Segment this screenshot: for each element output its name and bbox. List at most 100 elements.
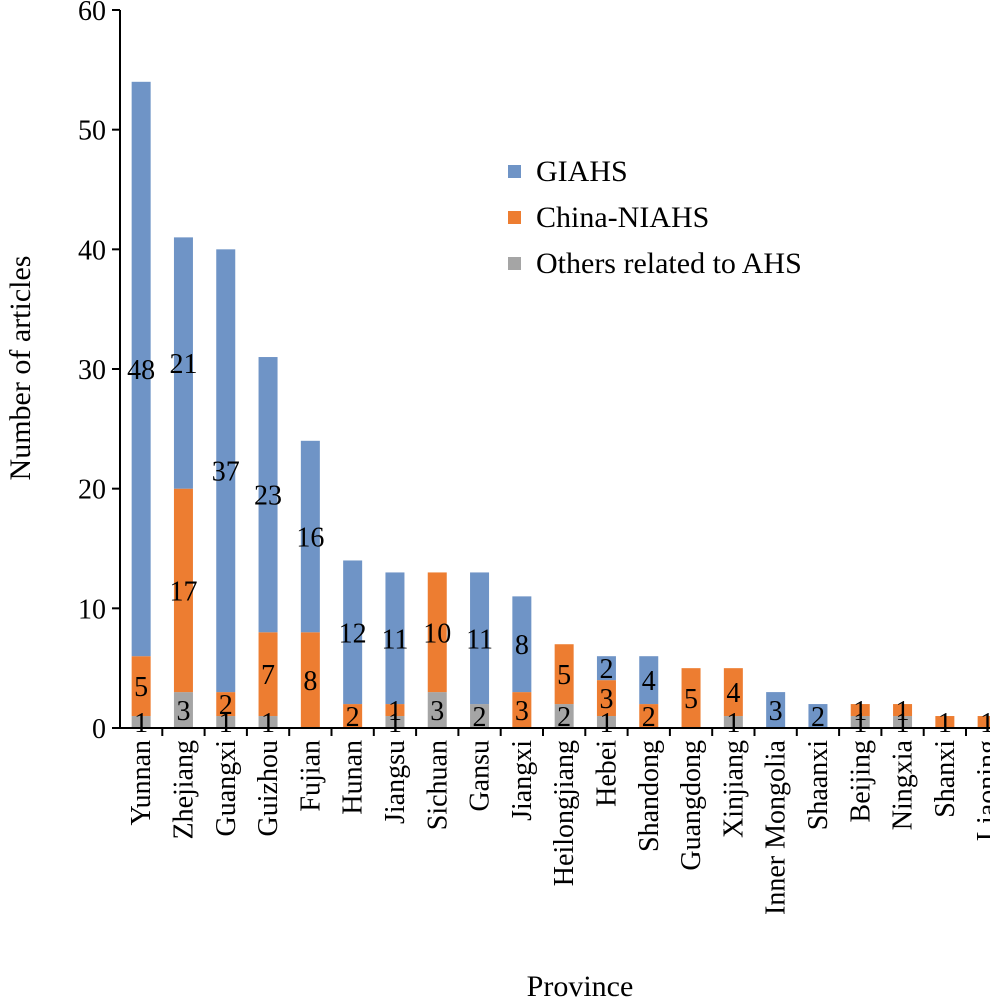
y-tick-label: 50	[78, 116, 106, 147]
legend-label-china-niahs: China-NIAHS	[536, 201, 709, 234]
x-tick-label-zhejiang: Zhejiang	[168, 740, 199, 840]
x-tick-label-liaoning: Liaoning	[972, 740, 990, 841]
x-tick-label-fujian: Fujian	[295, 740, 326, 812]
data-label-guangxi-china-niahs: 2	[219, 690, 233, 721]
data-label-jiangxi-china-niahs: 3	[515, 696, 529, 727]
legend-label-others-related-to-ahs: Others related to AHS	[536, 247, 802, 280]
bar-guizhou-others-related-to-ahs	[258, 716, 278, 728]
x-tick-label-ningxia: Ningxia	[888, 739, 919, 830]
data-label-guizhou-china-niahs: 7	[261, 660, 275, 691]
data-label-beijing-china-niahs: 1	[853, 696, 867, 727]
bar-yunnan-china-niahs	[131, 656, 151, 717]
y-tick-label: 30	[78, 355, 106, 386]
legend-swatch-others-related-to-ahs	[508, 257, 521, 270]
bar-guangxi-others-related-to-ahs	[216, 716, 236, 728]
data-label-sichuan-others-related-to-ahs: 3	[430, 696, 444, 727]
data-label-liaoning-china-niahs: 1	[980, 708, 990, 739]
legend-swatch-giahs	[508, 165, 521, 178]
data-label-yunnan-others-related-to-ahs: 1	[134, 708, 148, 739]
bar-ningxia-china-niahs	[893, 704, 913, 717]
data-label-hebei-china-niahs: 3	[599, 684, 613, 715]
data-label-jiangsu-giahs: 11	[381, 624, 408, 655]
bar-gansu-others-related-to-ahs	[470, 704, 490, 728]
bar-yunnan-others-related-to-ahs	[131, 716, 151, 728]
data-label-xinjiang-china-niahs: 4	[726, 678, 740, 709]
bar-zhejiang-china-niahs	[173, 488, 193, 693]
data-label-shaanxi-giahs: 2	[811, 702, 825, 733]
y-tick-label: 60	[78, 0, 106, 27]
bar-gansu-giahs	[470, 572, 490, 705]
data-label-heilongjiang-china-niahs: 5	[557, 660, 571, 691]
bar-shaanxi-giahs	[808, 704, 828, 728]
bar-jiangsu-china-niahs	[385, 704, 405, 717]
bar-jiangsu-giahs	[385, 572, 405, 705]
data-label-hunan-china-niahs: 2	[346, 702, 360, 733]
bar-ningxia-others-related-to-ahs	[893, 716, 913, 728]
bar-beijing-others-related-to-ahs	[850, 716, 870, 728]
bar-jiangxi-china-niahs	[512, 692, 532, 728]
data-label-yunnan-china-niahs: 5	[134, 672, 148, 703]
bar-guizhou-china-niahs	[258, 632, 278, 717]
data-label-shanxi-china-niahs: 1	[938, 708, 952, 739]
bar-shandong-giahs	[639, 656, 659, 705]
legend-label-giahs: GIAHS	[536, 155, 628, 188]
x-axis-title: Province	[527, 970, 634, 1000]
data-label-shandong-china-niahs: 2	[642, 702, 656, 733]
legend: GIAHS China-NIAHS Others related to AHS	[508, 155, 802, 280]
x-tick-label-yunnan: Yunnan	[126, 740, 157, 826]
x-tick-label-gansu: Gansu	[465, 740, 496, 812]
data-label-guangxi-others-related-to-ahs: 1	[219, 708, 233, 739]
bar-sichuan-china-niahs	[427, 572, 447, 693]
x-tick-label-beijing: Beijing	[845, 740, 876, 822]
bar-hunan-giahs	[343, 560, 363, 705]
x-tick-label-hunan: Hunan	[338, 740, 369, 815]
data-label-yunnan-giahs: 48	[127, 355, 155, 386]
data-label-hebei-others-related-to-ahs: 1	[599, 708, 613, 739]
data-labels: 1548317211237172381621211113102113825132…	[127, 349, 990, 739]
data-label-hunan-giahs: 12	[339, 618, 367, 649]
bar-guangdong-china-niahs	[681, 668, 701, 728]
y-axis-title: Number of articles	[4, 256, 37, 481]
data-label-hebei-giahs: 2	[599, 654, 613, 685]
x-tick-label-inner-mongolia: Inner Mongolia	[761, 739, 792, 915]
data-label-beijing-others-related-to-ahs: 1	[853, 708, 867, 739]
bar-zhejiang-others-related-to-ahs	[173, 692, 193, 728]
data-label-heilongjiang-others-related-to-ahs: 2	[557, 702, 571, 733]
bar-hebei-china-niahs	[596, 680, 616, 717]
data-label-sichuan-china-niahs: 10	[423, 618, 451, 649]
x-tick-label-shandong: Shandong	[634, 740, 665, 852]
data-label-fujian-giahs: 16	[296, 523, 324, 554]
axes-layer	[119, 10, 990, 729]
bar-hebei-giahs	[596, 656, 616, 681]
bar-xinjiang-china-niahs	[723, 668, 743, 717]
bar-liaoning-china-niahs	[977, 716, 990, 728]
x-tick-label-sichuan: Sichuan	[422, 740, 453, 830]
data-label-ningxia-others-related-to-ahs: 1	[896, 708, 910, 739]
bar-yunnan-giahs	[131, 81, 151, 657]
bar-shanxi-china-niahs	[935, 716, 955, 728]
data-label-guangxi-giahs: 37	[212, 457, 240, 488]
bar-inner-mongolia-giahs	[766, 692, 786, 728]
data-label-jiangsu-china-niahs: 1	[388, 696, 402, 727]
x-tick-label-guangdong: Guangdong	[676, 740, 707, 871]
x-tick-label-jiangxi: Jiangxi	[507, 740, 538, 821]
bar-fujian-giahs	[300, 440, 320, 633]
data-label-inner-mongolia-giahs: 3	[769, 696, 783, 727]
x-tick-label-xinjiang: Xinjiang	[718, 740, 749, 838]
x-tick-label-shanxi: Shanxi	[930, 740, 961, 818]
bar-sichuan-others-related-to-ahs	[427, 692, 447, 728]
x-ticks: Yunnan Zhejiang Guangxi Guizhou Fujian Hunan J…	[126, 728, 990, 915]
bar-guangxi-china-niahs	[216, 692, 236, 717]
legend-swatch-china-niahs	[508, 211, 521, 224]
bars-layer	[131, 81, 990, 728]
data-label-guizhou-others-related-to-ahs: 1	[261, 708, 275, 739]
data-label-gansu-giahs: 11	[466, 624, 493, 655]
x-tick-label-heilongjiang: Heilongjiang	[549, 740, 580, 886]
bar-xinjiang-others-related-to-ahs	[723, 716, 743, 728]
bar-hunan-china-niahs	[343, 704, 363, 728]
bar-guangxi-giahs	[216, 249, 236, 693]
y-ticks: 0 10 20 30 40 50 60	[78, 0, 120, 745]
data-label-zhejiang-giahs: 21	[169, 349, 197, 380]
data-label-ningxia-china-niahs: 1	[896, 696, 910, 727]
bar-beijing-china-niahs	[850, 704, 870, 717]
